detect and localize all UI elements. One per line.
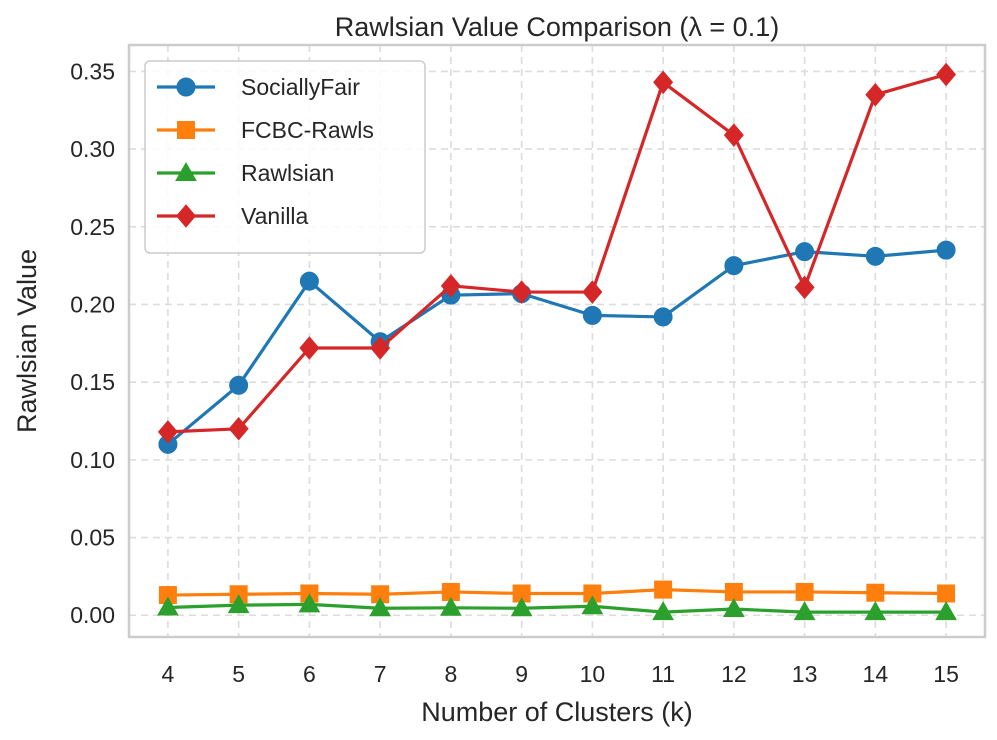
data-point — [653, 307, 673, 327]
data-point — [582, 280, 603, 304]
data-point — [723, 123, 744, 147]
data-point — [937, 584, 956, 603]
x-tick-label: 14 — [863, 661, 889, 687]
data-point — [370, 336, 391, 360]
plot-frame — [127, 43, 987, 639]
y-axis-ticks: 0.00 0.05 0.10 0.15 0.20 0.25 0.30 0.35 — [70, 58, 115, 628]
legend-item: Rawlsian — [157, 160, 334, 186]
data-point — [229, 375, 249, 395]
data-point — [793, 601, 816, 621]
data-point — [722, 598, 745, 618]
legend-marker — [175, 204, 197, 228]
data-point — [653, 70, 674, 95]
legend-box — [144, 60, 426, 254]
legend-item: SociallyFair — [157, 74, 360, 100]
x-tick-label: 10 — [580, 661, 606, 687]
x-tick-label: 11 — [651, 661, 675, 687]
y-tick-label: 0.35 — [70, 58, 115, 84]
data-point — [510, 597, 533, 617]
y-tick-label: 0.15 — [70, 369, 115, 395]
y-tick-label: 0.00 — [70, 602, 115, 628]
x-tick-label: 6 — [303, 661, 316, 687]
legend: SociallyFair FCBC-Rawls Rawlsian Vanilla — [144, 60, 426, 254]
data-point — [581, 595, 604, 615]
data-point — [795, 582, 814, 601]
series-rawlsian — [157, 593, 957, 621]
series-line — [167, 588, 947, 597]
data-point — [935, 601, 957, 621]
data-point — [511, 280, 532, 304]
data-point — [794, 275, 815, 300]
legend-marker — [176, 77, 196, 97]
legend-label: SociallyFair — [241, 74, 360, 100]
data-point — [440, 596, 462, 616]
legend-label: FCBC-Rawls — [241, 117, 374, 143]
data-point — [299, 271, 319, 291]
data-point — [157, 596, 179, 616]
data-point — [724, 256, 744, 276]
x-tick-label: 8 — [444, 661, 457, 687]
data-point — [299, 336, 320, 360]
legend-marker — [177, 121, 195, 139]
data-point — [795, 242, 815, 262]
x-tick-label: 15 — [933, 661, 959, 687]
data-point — [865, 82, 886, 107]
data-point — [369, 597, 392, 617]
series-group — [157, 62, 957, 621]
data-point — [298, 593, 321, 613]
y-tick-label: 0.25 — [70, 214, 115, 240]
x-axis-ticks: 4 5 6 7 8 9 10 11 12 13 14 15 — [162, 661, 959, 687]
y-tick-label: 0.30 — [70, 136, 115, 162]
series-line — [167, 72, 947, 434]
x-tick-label: 4 — [162, 661, 175, 687]
x-tick-label: 7 — [374, 661, 387, 687]
series-vanilla — [157, 62, 957, 444]
y-tick-label: 0.10 — [70, 447, 115, 473]
data-point — [582, 305, 602, 325]
data-point — [157, 420, 178, 444]
legend-item: Vanilla — [157, 203, 309, 229]
series-fcbc-rawls — [158, 580, 956, 605]
series-line — [167, 602, 947, 614]
x-tick-label: 12 — [721, 661, 747, 687]
data-point — [866, 583, 885, 602]
legend-item: FCBC-Rawls — [157, 117, 374, 143]
x-tick-label: 9 — [515, 661, 528, 687]
legend-marker — [175, 161, 197, 181]
x-tick-label: 13 — [792, 661, 818, 687]
y-tick-label: 0.20 — [70, 291, 115, 317]
data-point — [864, 601, 887, 621]
x-axis-label: Number of Clusters (k) — [421, 697, 693, 727]
legend-label: Vanilla — [241, 203, 309, 229]
data-point — [724, 582, 743, 601]
y-axis-label: Rawlsian Value — [12, 249, 42, 433]
legend-label: Rawlsian — [241, 160, 334, 186]
data-point — [936, 240, 956, 260]
data-point — [440, 274, 461, 298]
data-point — [228, 417, 249, 441]
y-tick-label: 0.05 — [70, 525, 115, 551]
x-tick-label: 5 — [232, 661, 245, 687]
chart-title: Rawlsian Value Comparison (λ = 0.1) — [335, 12, 779, 42]
data-point — [936, 62, 957, 87]
data-point — [652, 601, 674, 621]
data-point — [654, 580, 673, 599]
data-point — [227, 594, 250, 614]
data-point — [865, 246, 885, 266]
